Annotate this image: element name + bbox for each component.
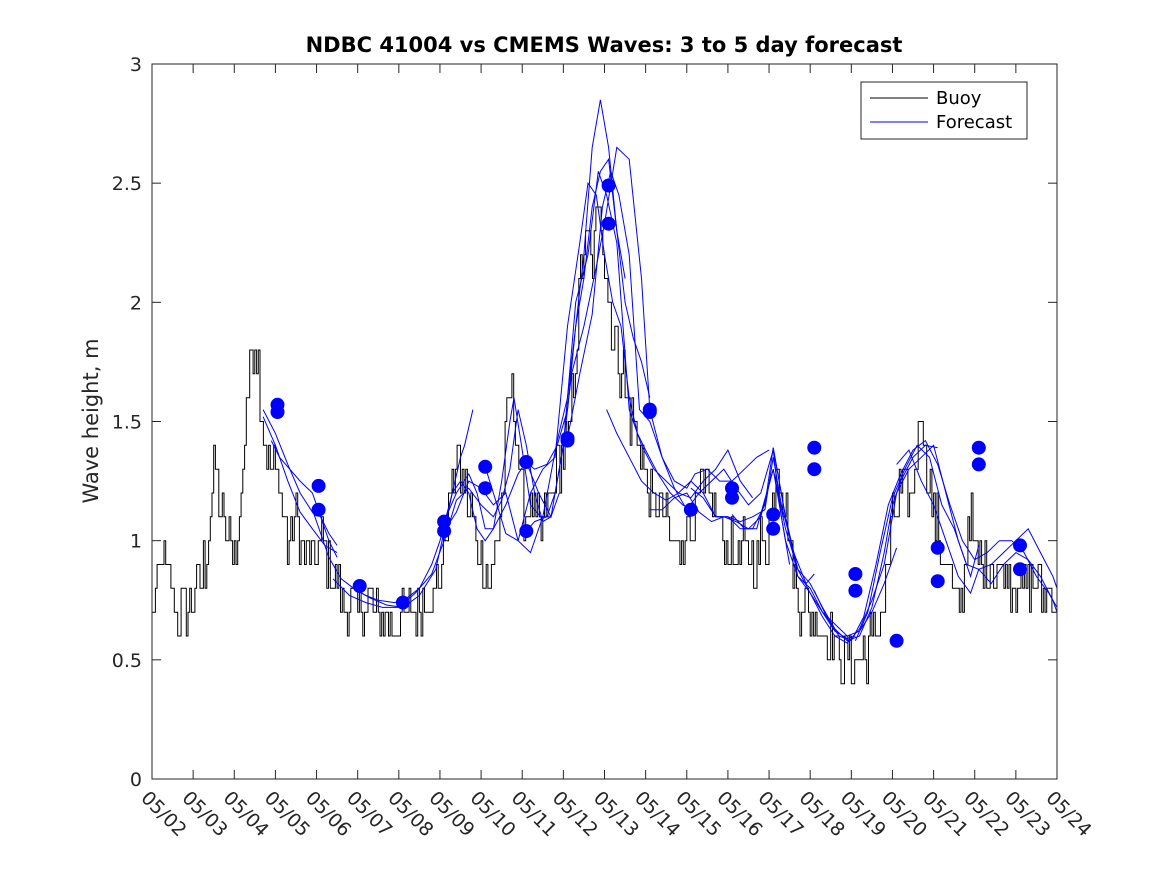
- y-tick-label: 3: [130, 54, 142, 76]
- legend: Buoy Forecast: [860, 81, 1028, 140]
- forecast-marker-11: [519, 455, 534, 469]
- forecast-marker-2: [270, 405, 285, 419]
- forecast-marker-12: [519, 524, 534, 539]
- forecast-marker-9: [478, 459, 493, 474]
- forecast-marker-33: [1013, 538, 1027, 553]
- forecast-series-line-10: [525, 171, 754, 519]
- y-tick-label: 2.5: [112, 173, 142, 195]
- forecast-series-line-16: [731, 444, 938, 642]
- forecast-marker-6: [395, 595, 410, 610]
- y-tick-label: 2: [130, 292, 142, 314]
- forecast-marker-30: [930, 574, 945, 589]
- legend-entry-buoy: Buoy: [936, 88, 982, 109]
- forecast-series-line-1: [262, 409, 338, 546]
- y-tick-label: 1: [130, 531, 142, 553]
- legend-box: [860, 81, 1028, 140]
- forecast-series-line-9: [484, 181, 692, 542]
- forecast-series-line-7: [443, 157, 626, 530]
- forecast-marker-15: [601, 178, 616, 193]
- forecast-series-line-11: [525, 146, 770, 532]
- plot-area: [152, 64, 1057, 779]
- forecast-marker-8: [437, 524, 452, 539]
- chart-title: NDBC 41004 vs CMEMS Waves: 3 to 5 day fo…: [306, 33, 903, 57]
- forecast-series-line-12: [567, 169, 791, 565]
- forecast-marker-10: [478, 481, 493, 496]
- forecast-marker-22: [766, 507, 781, 522]
- forecast-marker-26: [848, 567, 863, 581]
- forecast-marker-16: [601, 216, 616, 231]
- forecast-series-line-17: [772, 444, 980, 644]
- forecast-marker-14: [560, 433, 575, 448]
- forecast-marker-34: [1013, 562, 1027, 577]
- y-tick-label: 1.5: [112, 412, 142, 434]
- forecast-marker-4: [311, 502, 326, 517]
- forecast-marker-24: [807, 440, 822, 455]
- forecast-marker-21: [725, 490, 739, 505]
- forecast-series-line-3: [270, 440, 338, 558]
- forecast-series-line-14: [649, 469, 856, 639]
- forecast-marker-28: [889, 633, 904, 648]
- legend-entry-forecast: Forecast: [936, 112, 1012, 133]
- forecast-series-line-5: [332, 409, 552, 608]
- forecast-marker-18: [642, 405, 657, 419]
- forecast-marker-5: [352, 579, 367, 593]
- forecast-marker-31: [971, 440, 986, 455]
- forecast-marker-29: [930, 540, 945, 555]
- forecast-marker-27: [848, 583, 863, 598]
- y-tick-label: 0.5: [112, 650, 142, 672]
- forecast-series-line-20: [896, 449, 1057, 613]
- forecast-marker-3: [311, 478, 326, 493]
- plot-content: [152, 99, 1057, 685]
- y-axis-label: Wave height, m: [79, 338, 103, 503]
- y-tick-label: 0: [130, 769, 142, 791]
- forecast-marker-19: [683, 502, 698, 517]
- forecast-series-line-19: [854, 444, 1057, 641]
- forecast-marker-23: [766, 521, 781, 536]
- forecast-marker-32: [971, 457, 986, 472]
- forecast-series-line-15: [690, 447, 898, 637]
- forecast-marker-25: [807, 462, 822, 477]
